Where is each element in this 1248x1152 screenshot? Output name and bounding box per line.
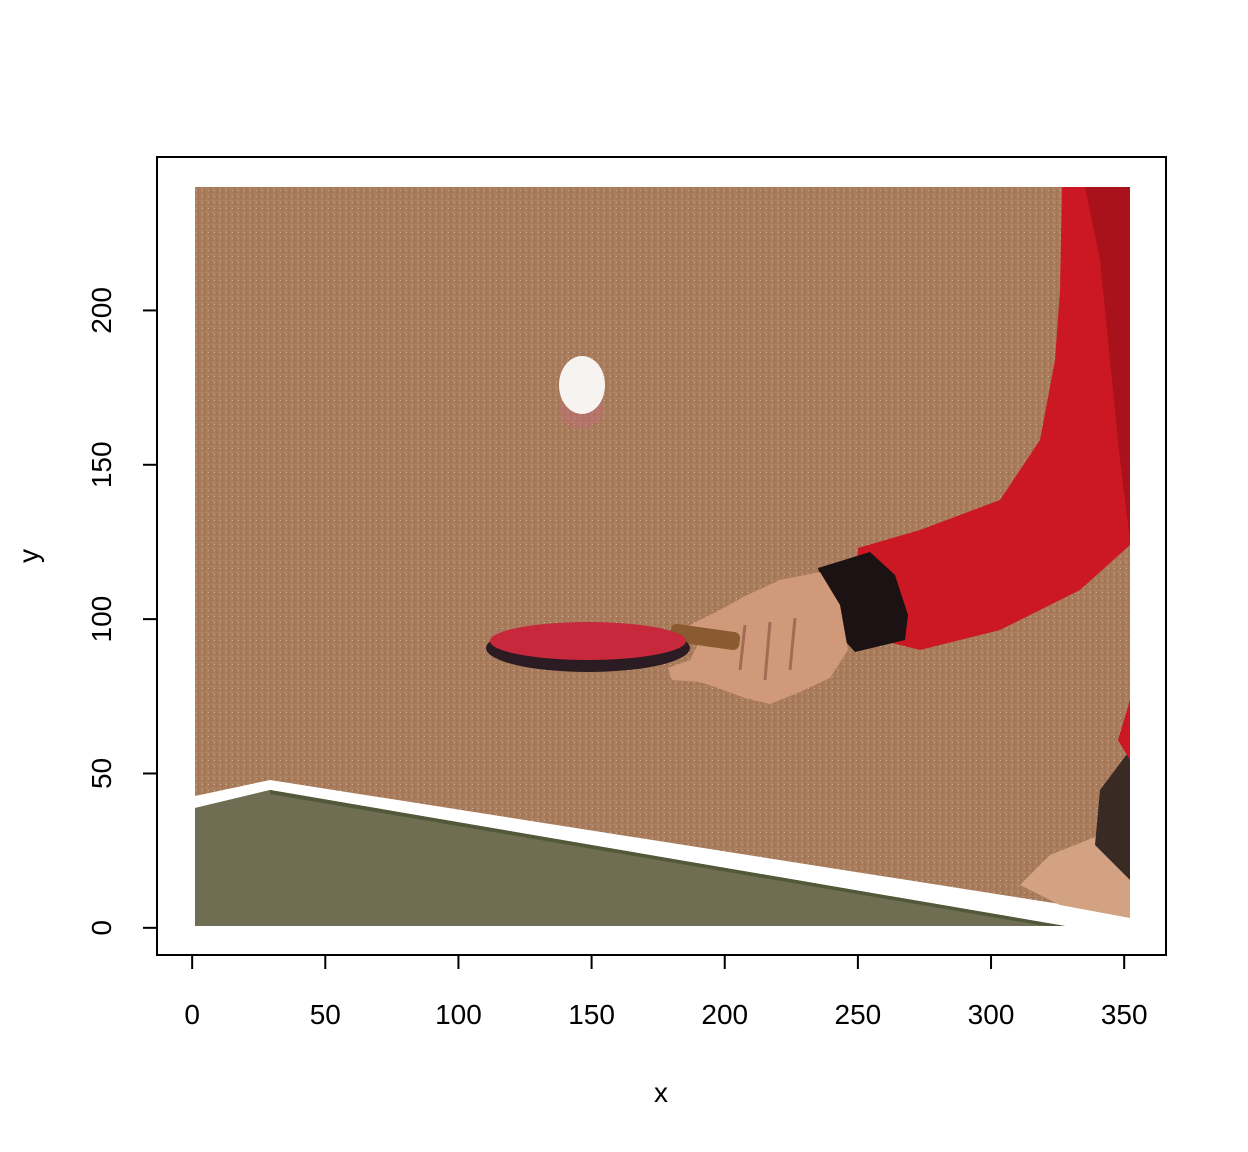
x-axis-label: x <box>654 1077 668 1108</box>
table-edge-line <box>195 780 1130 926</box>
y-tick-label: 150 <box>86 441 117 488</box>
x-tick-label: 300 <box>968 999 1015 1030</box>
x-axis: 0 50 100 150 200 250 300 350 <box>184 954 1148 1030</box>
y-tick-label: 50 <box>86 758 117 789</box>
x-tick-label: 100 <box>435 999 482 1030</box>
y-tick-label: 0 <box>86 920 117 936</box>
x-tick-label: 50 <box>310 999 341 1030</box>
lower-arm-dark <box>1095 750 1130 880</box>
x-tick-label: 0 <box>184 999 200 1030</box>
table-edge-shadow <box>270 790 1065 926</box>
paddle-rubber <box>490 622 686 660</box>
x-tick-label: 250 <box>835 999 882 1030</box>
lower-arm-red <box>1118 700 1130 760</box>
x-tick-label: 150 <box>568 999 615 1030</box>
y-tick-label: 100 <box>86 596 117 643</box>
ball <box>559 356 605 428</box>
sleeve-fold-shadow <box>1085 187 1130 540</box>
paddle <box>486 622 741 672</box>
y-axis: 0 50 100 150 200 <box>86 287 158 936</box>
y-tick-label: 200 <box>86 287 117 334</box>
finger-lines <box>738 617 797 681</box>
x-tick-label: 350 <box>1101 999 1148 1030</box>
player-arm <box>668 187 1130 704</box>
ball-body <box>559 356 605 414</box>
y-axis-label: y <box>13 549 44 563</box>
photo-image <box>195 187 1130 926</box>
hand <box>668 572 848 704</box>
x-tick-label: 200 <box>701 999 748 1030</box>
second-player-hand <box>1020 700 1130 918</box>
red-sleeve <box>855 187 1130 650</box>
